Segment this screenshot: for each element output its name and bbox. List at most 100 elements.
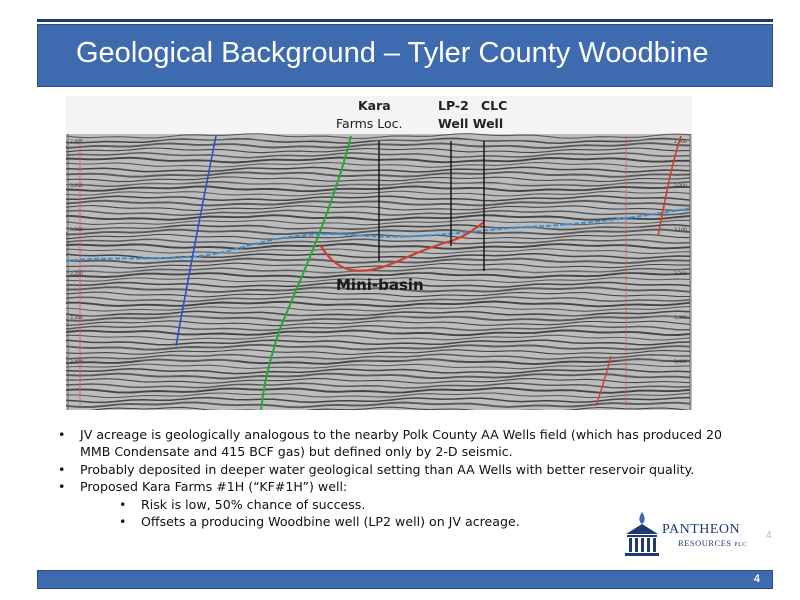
seismic-reflector — [66, 147, 691, 154]
seismic-reflector — [66, 209, 691, 217]
bullet-text: Probably deposited in deeper water geolo… — [80, 461, 695, 477]
tick-right-3: 3,100 — [674, 227, 687, 233]
seismic-reflector — [66, 296, 691, 303]
bullet-item: • JV acreage is geologically analogous to… — [58, 426, 738, 461]
tick-right-2: 3,000 — [674, 183, 687, 189]
seismic-reflector — [66, 291, 691, 298]
seismic-reflector — [66, 367, 691, 375]
label-kara-loc: Farms Loc. — [336, 116, 403, 131]
seismic-reflector — [66, 262, 691, 269]
seismic-reflectors — [66, 133, 691, 410]
bullet-glyph: • — [119, 496, 127, 512]
sub-bullet-item: • Risk is low, 50% chance of success. — [58, 496, 738, 513]
seismic-reflector — [66, 382, 691, 389]
label-clc: CLC — [481, 98, 507, 113]
red-fault-lower — [595, 355, 612, 407]
temple-icon — [625, 512, 659, 556]
seismic-reflector — [66, 219, 691, 226]
tick-right-1: 2,900 — [674, 139, 687, 145]
red-fault-right — [657, 135, 682, 237]
seismic-reflector — [66, 401, 691, 409]
seismic-reflector — [66, 271, 691, 279]
seismic-reflector — [66, 363, 691, 370]
title-bar: Geological Background – Tyler County Woo… — [37, 24, 773, 87]
tick-left-6: 3,400 — [70, 359, 83, 365]
page-number: 4 — [753, 573, 760, 585]
seismic-reflector — [66, 281, 691, 288]
bullet-glyph: • — [58, 461, 66, 477]
seismic-reflector — [66, 387, 691, 394]
tick-left-5: 3,300 — [70, 315, 83, 321]
logo-subtitle: RESOURCES PLC — [678, 538, 747, 548]
seismic-reflector — [66, 190, 691, 197]
seismic-reflector — [66, 286, 691, 293]
seismic-reflector — [66, 248, 691, 255]
logo-corner-number: 4 — [766, 530, 772, 541]
sub-bullet-text: Offsets a producing Woodbine well (LP2 w… — [141, 514, 520, 530]
label-kara: Kara — [358, 98, 391, 113]
tick-left-3: 3,100 — [70, 227, 83, 233]
seismic-reflector — [66, 329, 691, 337]
seismic-reflector — [66, 233, 691, 240]
red-horizon — [320, 221, 485, 272]
seismic-reflector — [66, 142, 691, 149]
label-lp2: LP-2 — [438, 98, 469, 113]
seismic-reflector — [66, 156, 690, 164]
seismic-reflector — [66, 310, 691, 317]
seismic-reflector — [66, 343, 691, 351]
seismic-reflector — [66, 339, 691, 346]
logo-sub: RESOURCES — [678, 538, 732, 548]
seismic-reflector — [66, 166, 691, 173]
footer-bar: 4 — [37, 570, 773, 589]
seismic-reflector — [66, 133, 691, 139]
seismic-reflector — [66, 353, 690, 360]
bullet-list: • JV acreage is geologically analogous to… — [58, 426, 738, 530]
bullet-text: Proposed Kara Farms #1H (“KF#1H”) well: — [80, 479, 348, 495]
label-mini-basin: Mini-basin — [336, 276, 424, 294]
seismic-reflector — [66, 305, 691, 312]
blue-fault — [175, 135, 217, 347]
seismic-reflector — [66, 228, 691, 236]
seismic-reflector — [66, 151, 691, 159]
tick-right-4: 3,200 — [674, 271, 687, 277]
seismic-reflector — [66, 257, 691, 265]
bullet-item: • Probably deposited in deeper water geol… — [58, 461, 738, 478]
seismic-reflector — [66, 300, 691, 308]
seismic-reflector — [66, 214, 691, 222]
seismic-section-image: 2,900 3,000 3,100 3,200 3,300 3,400 2,90… — [66, 96, 692, 410]
seismic-reflector — [66, 238, 691, 245]
seismic-reflector — [66, 180, 691, 188]
bullet-item: • Proposed Kara Farms #1H (“KF#1H”) well: — [58, 478, 738, 495]
seismic-reflector — [66, 314, 691, 322]
slide-title: Geological Background – Tyler County Woo… — [76, 37, 709, 69]
seismic-reflector — [66, 137, 691, 144]
tick-left-2: 3,000 — [70, 183, 83, 189]
seismic-reflector — [66, 406, 691, 410]
seismic-reflector — [66, 176, 691, 183]
seismic-reflector — [66, 358, 691, 366]
sub-bullet-text: Risk is low, 50% chance of success. — [141, 496, 366, 512]
seismic-reflector — [66, 372, 691, 380]
seismic-reflector — [66, 396, 691, 404]
tick-left-1: 2,900 — [70, 139, 83, 145]
seismic-reflector — [66, 377, 691, 384]
bullet-glyph: • — [58, 427, 66, 442]
sub-bullet-item: • Offsets a producing Woodbine well (LP2 … — [58, 513, 738, 530]
seismic-reflector — [66, 349, 691, 356]
tick-right-6: 3,400 — [674, 359, 687, 365]
seismic-reflector — [66, 334, 691, 341]
seismic-reflector — [66, 320, 691, 327]
tick-left-4: 3,200 — [70, 271, 83, 277]
pantheon-logo: PANTHEON RESOURCES PLC 4 — [622, 508, 772, 568]
top-rule — [37, 19, 773, 22]
seismic-reflector — [66, 277, 691, 283]
blue-horizon — [66, 207, 692, 262]
seismic-reflector — [66, 392, 691, 399]
seismic-reflector — [66, 204, 691, 212]
tick-right-5: 3,300 — [674, 315, 687, 321]
seismic-reflector — [66, 243, 691, 250]
seismic-reflector — [66, 185, 691, 193]
label-well-well: Well Well — [438, 116, 503, 131]
bullet-text: JV acreage is geologically analogous to … — [80, 427, 723, 460]
seismic-reflector — [66, 195, 691, 202]
